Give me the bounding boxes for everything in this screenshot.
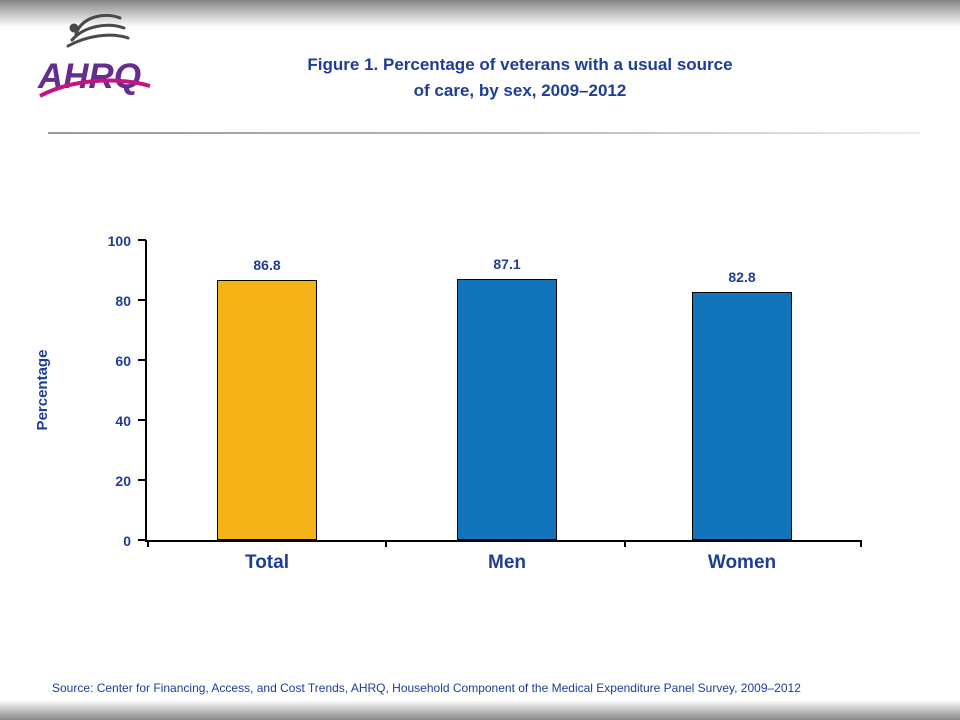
- x-tick-mark: [860, 540, 862, 547]
- y-tick-mark: [138, 239, 146, 241]
- category-label-total: Total: [245, 552, 289, 573]
- bar-value-total: 86.8: [253, 256, 281, 273]
- y-tick-label: 20: [115, 473, 131, 489]
- bottom-gradient-band: [0, 700, 960, 720]
- y-tick-label: 0: [123, 533, 131, 549]
- x-tick-mark: [147, 540, 149, 547]
- bar-group-men: 87.1 Men: [457, 240, 557, 573]
- bar-total: [217, 279, 317, 540]
- bar-group-total: 86.8 Total: [217, 240, 317, 573]
- chart-title-line2: of care, by sex, 2009–2012: [413, 80, 627, 100]
- y-tick-mark: [138, 299, 146, 301]
- chart-title-line1: Figure 1. Percentage of veterans with a …: [307, 55, 733, 74]
- y-tick-label: 40: [115, 413, 131, 429]
- y-tick-mark: [138, 359, 146, 361]
- bar-men: [457, 278, 557, 540]
- logo-swoosh: [39, 78, 151, 98]
- y-tick-mark: [138, 419, 146, 421]
- ahrq-logo: AHRQ: [36, 4, 156, 108]
- category-label-men: Men: [488, 552, 526, 573]
- bar-value-women: 82.8: [728, 268, 756, 285]
- header-divider: [48, 132, 920, 134]
- source-note: Source: Center for Financing, Access, an…: [52, 681, 801, 695]
- category-label-women: Women: [707, 552, 777, 573]
- y-axis-label: Percentage: [34, 349, 51, 431]
- top-gradient-band: [0, 0, 960, 27]
- chart-title: Figure 1. Percentage of veterans with a …: [100, 52, 940, 103]
- bar-group-women: 82.8 Women: [692, 240, 792, 573]
- plot-area: 86.8 Total 87.1 Men 82.8 Women 0 20 40 60 80…: [108, 233, 862, 573]
- bar-women: [692, 291, 792, 540]
- eagle-head: [69, 23, 79, 33]
- x-tick-mark: [623, 540, 626, 547]
- y-tick-label: 100: [107, 233, 131, 249]
- bar-value-men: 87.1: [493, 255, 521, 272]
- y-tick-mark: [138, 479, 146, 481]
- x-tick-mark: [385, 540, 388, 547]
- ahrq-logo-graphic: AHRQ: [37, 13, 151, 98]
- y-tick-mark: [138, 539, 146, 541]
- y-tick-label: 80: [115, 293, 131, 309]
- y-tick-label: 60: [115, 353, 131, 369]
